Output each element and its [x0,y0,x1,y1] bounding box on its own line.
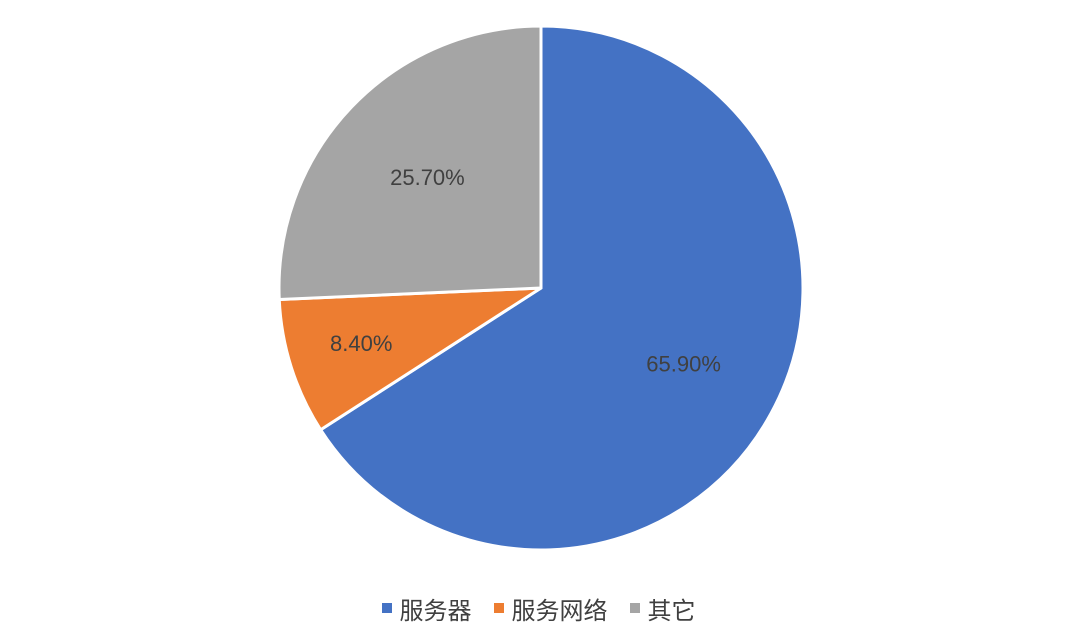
legend-item-other: 其它 [629,591,696,626]
pie-slice-network [277,286,543,432]
legend-swatch-server [381,603,392,613]
legend-item-network: 服务网络 [493,591,608,626]
legend: 服务器 服务网络 其它 [0,588,1077,628]
legend-item-server: 服务器 [381,591,472,626]
slice-label-server: 65.90% [646,352,721,377]
legend-label-network: 服务网络 [511,596,608,625]
legend-swatch-network [493,603,504,613]
pie-slice-other [277,24,543,302]
slice-label-other: 25.70% [390,165,465,190]
legend-swatch-other [629,603,640,613]
legend-label-server: 服务器 [399,596,472,625]
slice-label-network: 8.40% [330,331,392,356]
legend-label-other: 其它 [647,596,696,625]
pie-slice-server [319,24,805,552]
